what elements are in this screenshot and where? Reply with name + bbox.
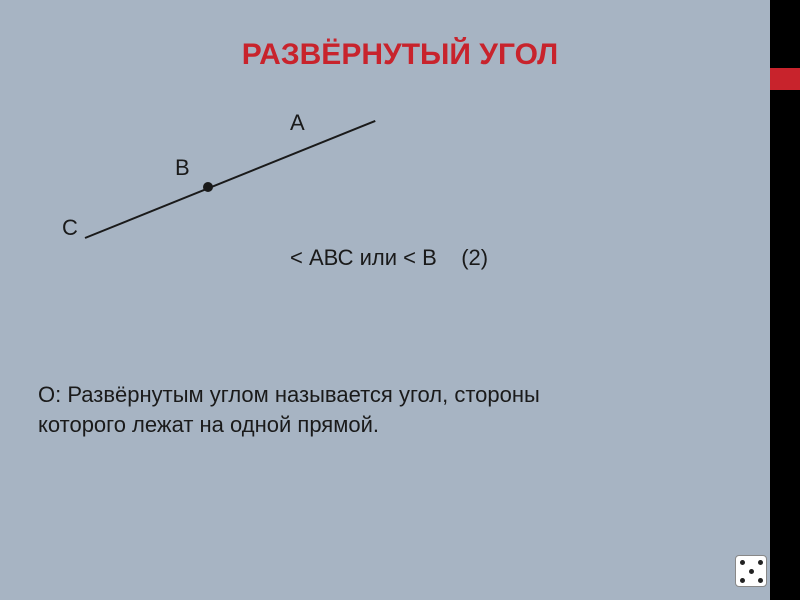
angle-notation: < АВС или < В (2) xyxy=(290,245,488,271)
slide: РАЗВЁРНУТЫЙ УГОЛ А В С < АВС или < В (2)… xyxy=(0,0,800,600)
dice-pip xyxy=(749,569,754,574)
dice-pip xyxy=(758,578,763,583)
dice-pip xyxy=(758,560,763,565)
dice-icon xyxy=(735,555,767,587)
point-label-a: А xyxy=(290,110,305,136)
sidebar-strip xyxy=(770,0,800,600)
dice-pip xyxy=(740,578,745,583)
definition-text: О: Развёрнутым углом называется угол, ст… xyxy=(38,380,540,439)
definition-line-2: которого лежат на одной прямой. xyxy=(38,410,540,440)
slide-title: РАЗВЁРНУТЫЙ УГОЛ xyxy=(0,38,800,72)
dice-pip xyxy=(740,560,745,565)
vertex-dot xyxy=(203,182,213,192)
slide-background xyxy=(0,0,800,600)
point-label-b: В xyxy=(175,155,190,181)
point-label-c: С xyxy=(62,215,78,241)
definition-line-1: О: Развёрнутым углом называется угол, ст… xyxy=(38,380,540,410)
